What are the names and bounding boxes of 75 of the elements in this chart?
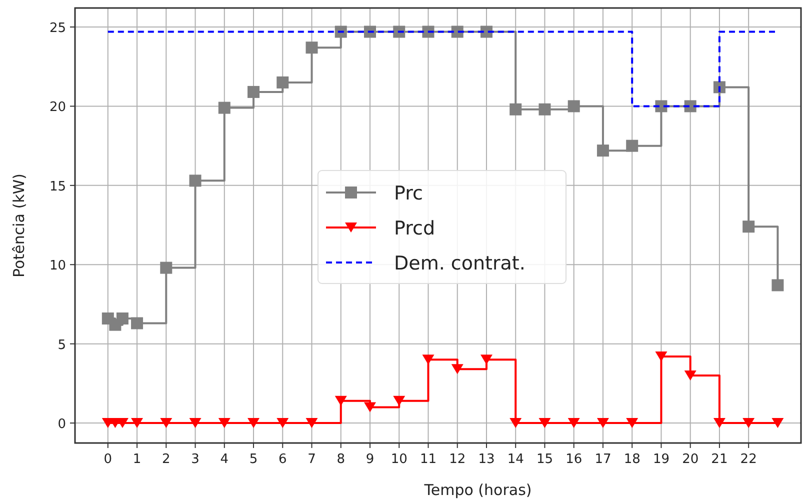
point: [596, 144, 609, 157]
point: [276, 76, 289, 88]
point: [248, 418, 260, 428]
point: [742, 418, 755, 428]
point: [655, 352, 668, 362]
point: [772, 279, 784, 292]
point: [510, 103, 522, 116]
x-tick-label: 3: [191, 452, 200, 467]
legend-label: Prcd: [394, 218, 436, 240]
x-axis-title: Tempo (horas): [423, 481, 532, 499]
point: [422, 354, 434, 365]
y-tick-label: 5: [58, 338, 66, 353]
point: [131, 317, 144, 330]
point: [218, 418, 230, 428]
x-tick-label: 10: [390, 452, 408, 467]
point: [189, 174, 202, 187]
x-tick-label: 9: [366, 452, 374, 467]
point: [772, 418, 784, 428]
x-tick-label: 15: [536, 452, 554, 467]
point: [248, 86, 260, 98]
point: [334, 26, 347, 38]
y-tick-label: 0: [58, 417, 66, 432]
point: [131, 418, 144, 428]
x-tick-label: 4: [220, 452, 229, 467]
y-tick-label: 20: [49, 100, 66, 116]
point: [684, 370, 696, 381]
point: [160, 418, 172, 428]
point: [510, 418, 522, 428]
point: [393, 26, 406, 38]
x-tick-label: 1: [132, 452, 142, 467]
point: [713, 418, 726, 428]
y-axis-title: Potência (kW): [10, 174, 28, 278]
x-tick-label: 5: [249, 452, 258, 467]
legend-label: Prc: [394, 182, 423, 204]
x-tick-label: 16: [566, 452, 582, 467]
x-tick-label: 18: [624, 452, 640, 467]
x-tick-label: 14: [507, 452, 524, 467]
x-tick-label: 20: [682, 452, 699, 467]
x-tick-label: 6: [278, 452, 287, 467]
x-tick-label: 17: [594, 452, 612, 467]
point: [189, 418, 202, 428]
point: [364, 402, 376, 412]
point: [713, 81, 726, 94]
legend-label: Dem. contrat.: [394, 252, 526, 274]
point: [568, 418, 580, 428]
x-tick-label: 8: [336, 452, 346, 467]
y-tick-label: 10: [49, 258, 66, 274]
x-tick-label: 0: [104, 452, 112, 467]
point: [306, 418, 318, 428]
y-tick-label: 25: [49, 21, 66, 36]
point: [742, 220, 755, 233]
y-tick-label: 15: [49, 179, 66, 194]
x-tick-label: 19: [652, 452, 670, 467]
point: [276, 418, 289, 428]
x-tick-label: 11: [420, 452, 437, 467]
x-tick-label: 12: [449, 452, 466, 467]
x-tick-label: 21: [711, 452, 728, 467]
point: [160, 262, 172, 274]
point: [218, 102, 230, 114]
point: [596, 418, 609, 428]
point: [306, 42, 318, 54]
point: [451, 364, 464, 374]
point: [116, 312, 128, 324]
point: [334, 396, 347, 406]
point: [626, 140, 638, 152]
point: [568, 100, 580, 112]
point: [538, 103, 551, 116]
x-tick-label: 2: [162, 452, 170, 467]
point: [393, 396, 406, 406]
x-tick-label: 7: [308, 452, 316, 467]
point: [538, 418, 551, 428]
point: [364, 26, 376, 38]
point: [626, 418, 638, 428]
x-tick-label: 13: [478, 452, 495, 467]
x-tick-label: 22: [740, 452, 757, 467]
